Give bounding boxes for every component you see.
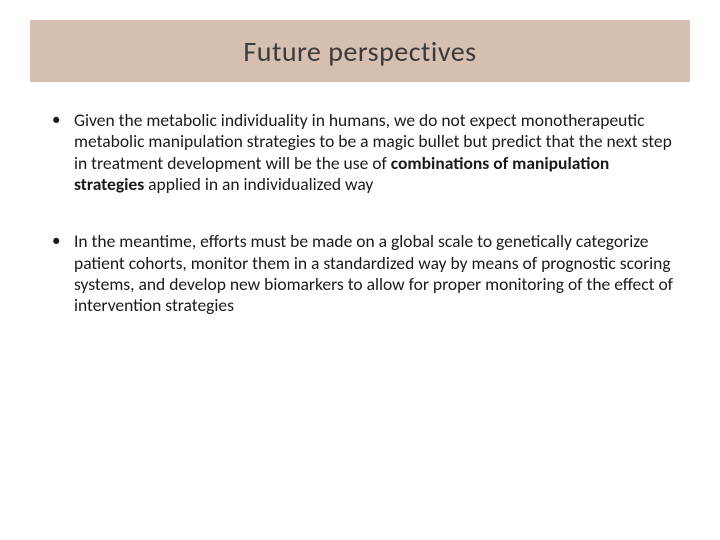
title-banner: Future perspectives	[30, 20, 690, 82]
slide: Future perspectives Given the metabolic …	[0, 0, 720, 540]
bullet-list: Given the metabolic individuality in hum…	[30, 110, 690, 317]
slide-title: Future perspectives	[243, 34, 476, 69]
bullet-text-post: applied in an individualized way	[144, 173, 373, 195]
bullet-text-pre: In the meantime, efforts must be made on…	[74, 230, 673, 316]
list-item: In the meantime, efforts must be made on…	[38, 231, 682, 316]
list-item: Given the metabolic individuality in hum…	[38, 110, 682, 195]
